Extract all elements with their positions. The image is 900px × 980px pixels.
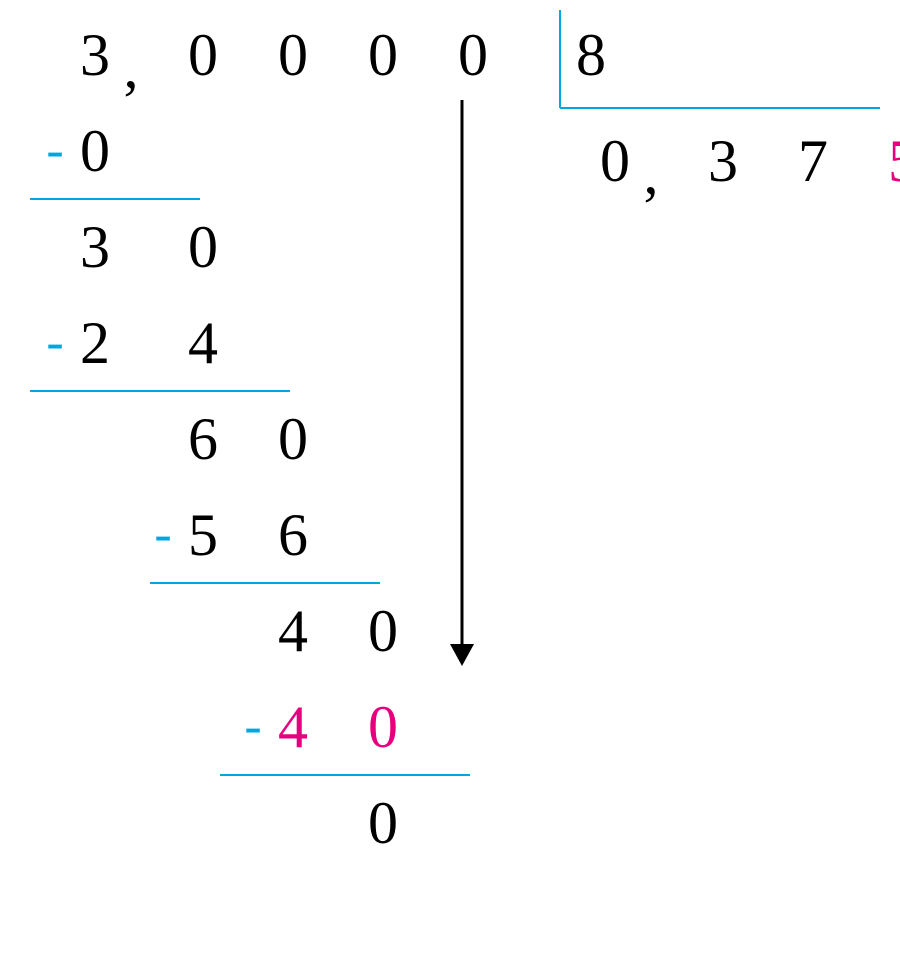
subtrahend-digit: 2 (50, 298, 140, 388)
subtrahend-digit: 6 (248, 490, 338, 580)
rule (30, 198, 200, 200)
subtrahend-digit: 4 (248, 682, 338, 772)
rule (150, 582, 380, 584)
long-division-diagram: 30000,80375,-030-2460-5640-400 (0, 0, 900, 980)
intermediate-digit: 4 (248, 586, 338, 676)
intermediate-digit: 0 (338, 586, 428, 676)
subtrahend-digit: 0 (50, 106, 140, 196)
intermediate-digit: 6 (158, 394, 248, 484)
rule (220, 774, 470, 776)
subtrahend-digit: 4 (158, 298, 248, 388)
rule (30, 390, 290, 392)
intermediate-digit: 0 (338, 778, 428, 868)
intermediate-digit: 0 (248, 394, 338, 484)
intermediate-digit: 0 (158, 202, 248, 292)
subtrahend-digit: 5 (158, 490, 248, 580)
intermediate-digit: 3 (50, 202, 140, 292)
subtrahend-digit: 0 (338, 682, 428, 772)
